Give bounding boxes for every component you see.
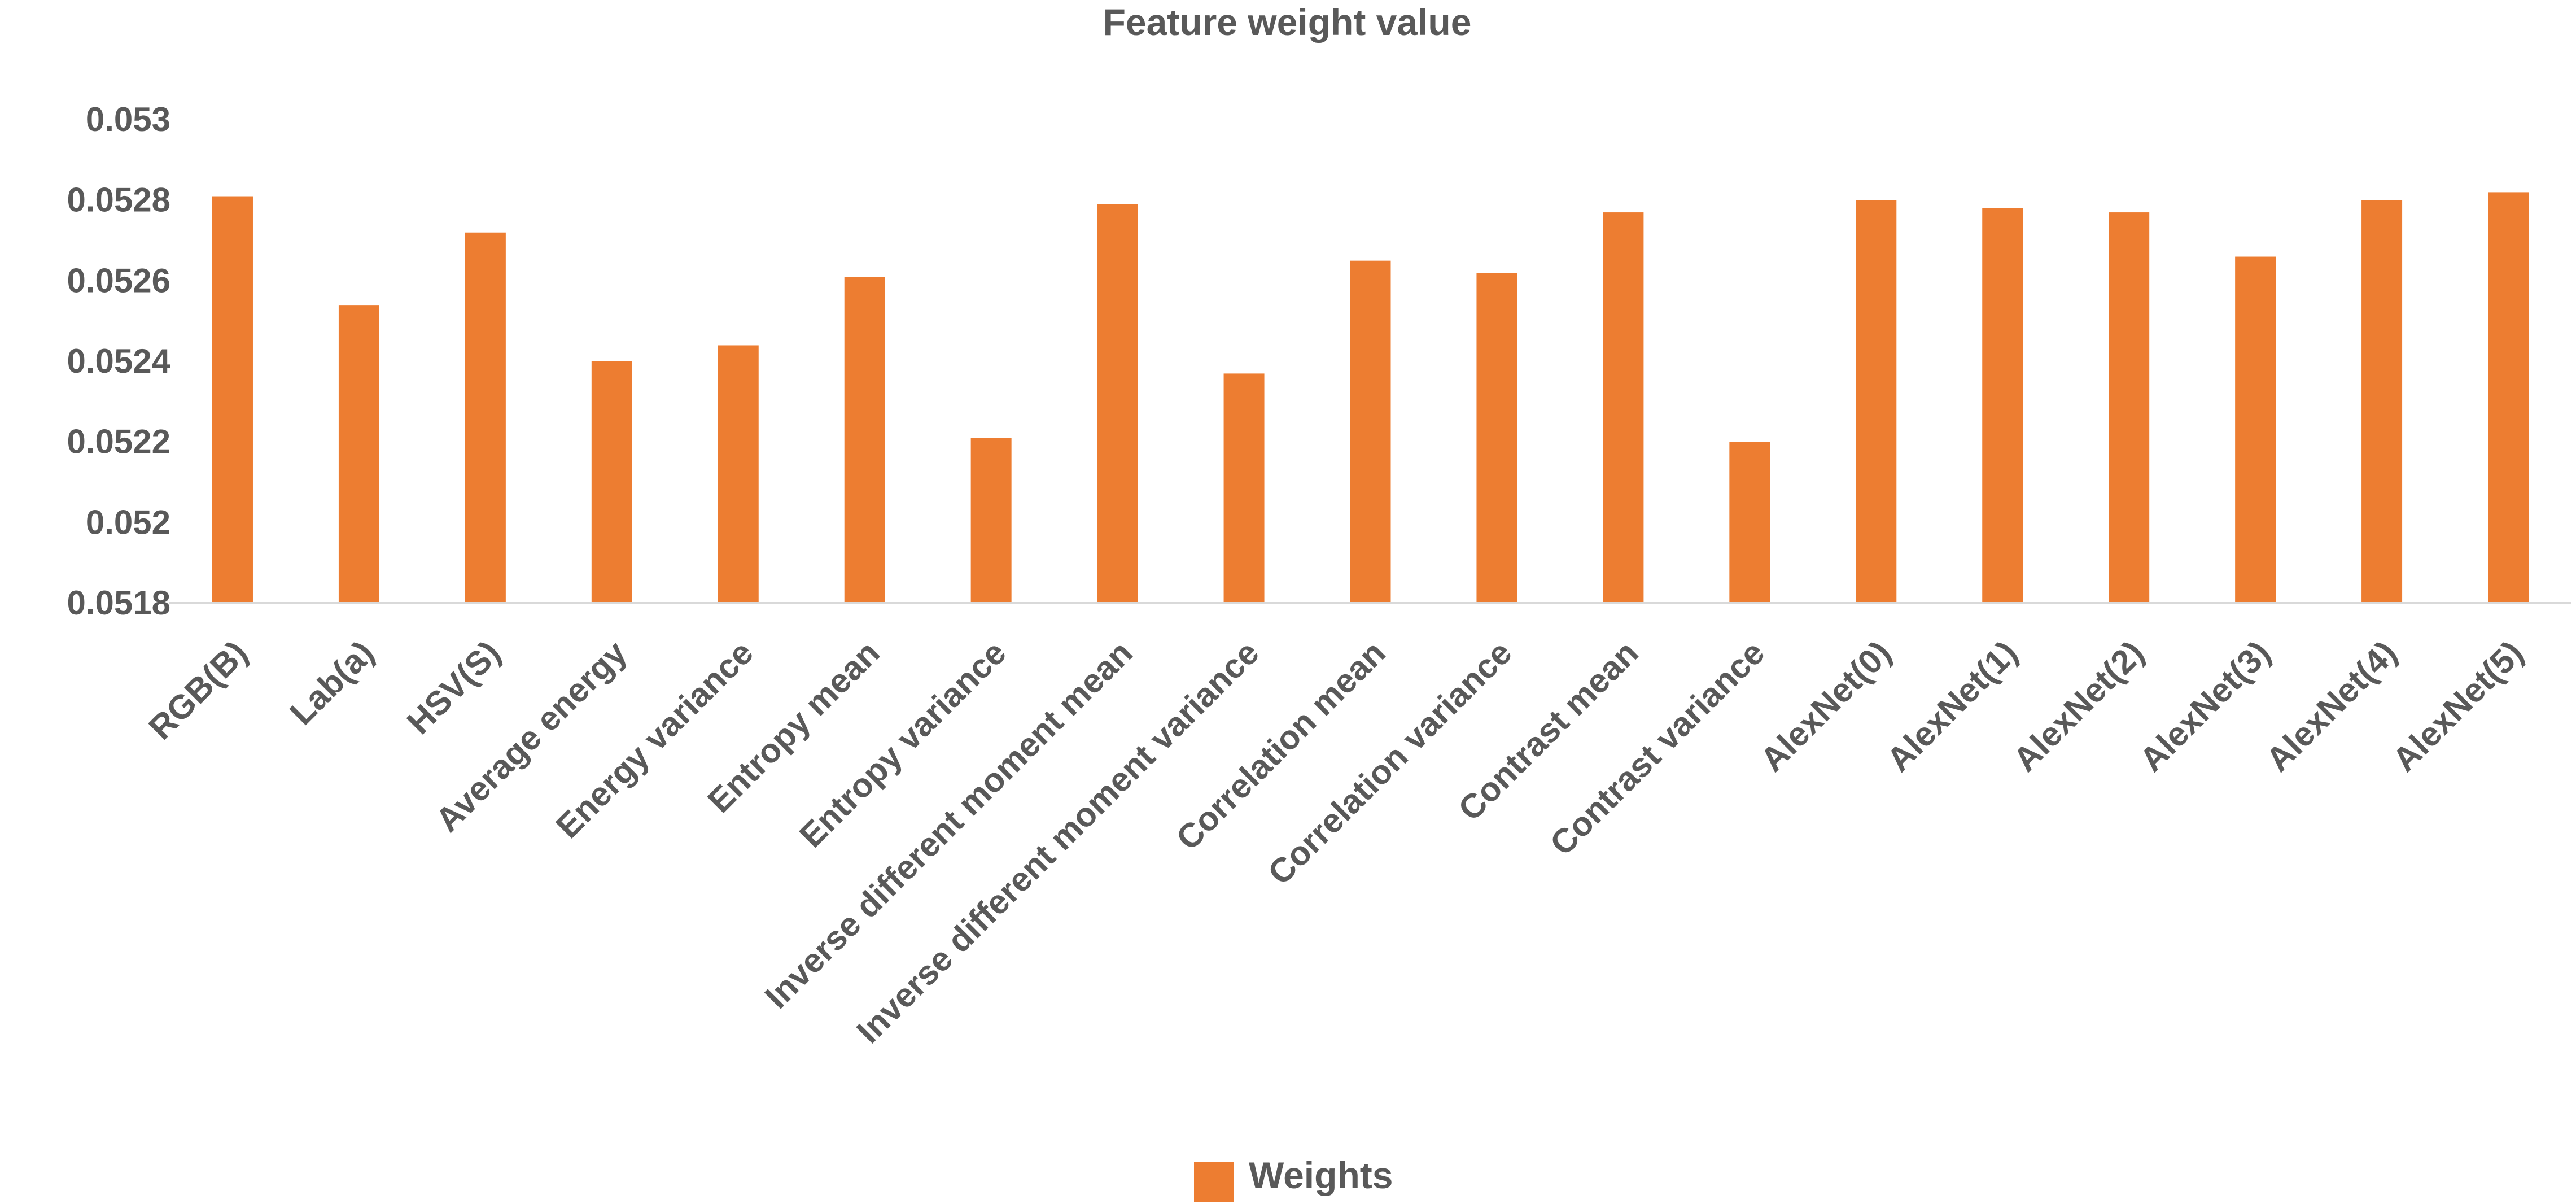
x-tick-label: AlexNet(3) [2132,634,2277,779]
bar [1223,373,1265,603]
bar [970,438,1012,603]
x-tick-label: HSV(S) [400,634,508,741]
x-tick-label: Lab(a) [282,634,381,732]
bar [718,345,759,603]
bar [844,277,885,603]
y-tick-label: 0.0522 [67,423,170,461]
bar [465,232,506,603]
y-axis-ticks: 0.0518 0.052 0.0522 0.0524 0.0526 0.0528 0.053 [67,101,170,622]
bar [1603,212,1644,604]
y-tick-label: 0.0524 [67,342,170,380]
chart-title: Feature weight value [1103,1,1472,43]
y-tick-label: 0.0518 [67,584,170,622]
y-tick-label: 0.0528 [67,181,170,219]
legend-swatch [1194,1162,1234,1202]
bar [591,361,632,603]
bars-group [212,192,2529,604]
bar [338,305,379,603]
x-tick-label: AlexNet(2) [2006,634,2151,779]
x-tick-label: RGB(B) [142,634,255,747]
y-tick-label: 0.053 [86,101,170,138]
x-tick-label: AlexNet(4) [2259,634,2404,779]
x-tick-label: Contrast variance [1543,634,1772,863]
legend: Weights [1194,1154,1393,1202]
bar [2488,192,2529,603]
bar [212,196,253,603]
bar [1856,200,1897,604]
x-tick-label: AlexNet(1) [1879,634,2024,779]
bar [2235,256,2276,603]
bar [1982,208,2023,603]
x-tick-label: AlexNet(0) [1753,634,1898,779]
bar [2361,200,2403,604]
bar [1476,273,1517,604]
bar [2109,212,2150,604]
y-tick-label: 0.0526 [67,261,170,299]
x-tick-label: Correlation mean [1169,634,1392,857]
y-tick-label: 0.052 [86,503,170,541]
bar [1729,442,1770,603]
x-tick-label: AlexNet(5) [2385,634,2530,779]
bar [1097,204,1138,603]
x-tick-label: Entropy variance [792,634,1013,855]
bar [1350,260,1391,604]
legend-label: Weights [1249,1154,1393,1196]
x-tick-label: Correlation variance [1261,634,1519,892]
